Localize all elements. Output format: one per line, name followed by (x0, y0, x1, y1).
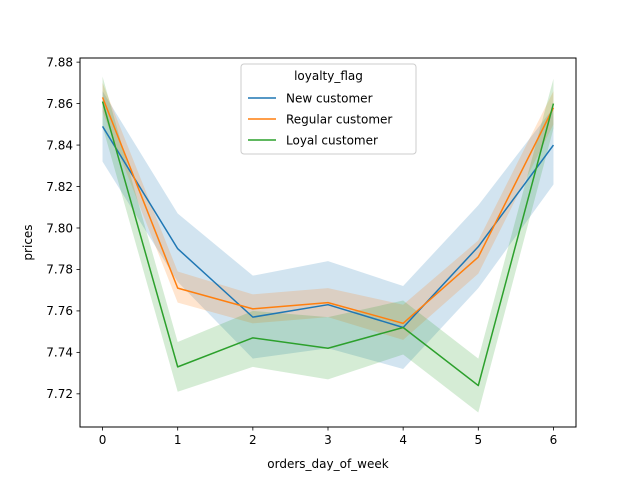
legend-item-regular-customer: Regular customer (248, 112, 392, 126)
y-tick-label: 7.74 (46, 346, 73, 360)
y-tick-label: 7.86 (46, 97, 73, 111)
ci-band-regular-customer (102, 82, 554, 340)
y-tick-label: 7.82 (46, 180, 73, 194)
x-tick-label: 5 (474, 433, 482, 447)
x-axis: 0 1 2 3 4 5 6 (99, 427, 558, 447)
legend-item-new-customer: New customer (248, 91, 373, 105)
y-axis-label: prices (21, 224, 35, 260)
y-axis: 7.72 7.74 7.76 7.78 7.80 7.82 7.84 7.86 7.88 (46, 55, 80, 401)
x-tick-label: 0 (99, 433, 107, 447)
x-tick-label: 1 (174, 433, 182, 447)
x-tick-label: 6 (550, 433, 558, 447)
y-tick-label: 7.88 (46, 55, 73, 69)
ci-band-loyal-customer (102, 76, 554, 413)
y-tick-label: 7.76 (46, 304, 73, 318)
legend-label: New customer (286, 91, 373, 105)
ci-band-new-customer (102, 91, 554, 369)
legend-item-loyal-customer: Loyal customer (248, 133, 378, 147)
legend-label: Loyal customer (286, 133, 378, 147)
legend-title: loyalty_flag (294, 69, 363, 83)
confidence-bands (102, 76, 554, 413)
series-line-loyal-customer (101, 101, 555, 387)
series-line-new-customer (101, 126, 555, 329)
legend: loyalty_flag New customer Regular custome… (240, 63, 417, 155)
x-tick-label: 3 (324, 433, 332, 447)
y-tick-label: 7.84 (46, 138, 73, 152)
y-tick-label: 7.72 (46, 387, 73, 401)
series-lines (101, 97, 555, 387)
x-tick-label: 4 (399, 433, 407, 447)
legend-box (240, 63, 417, 155)
x-axis-label: orders_day_of_week (267, 457, 388, 471)
legend-label: Regular customer (286, 112, 392, 126)
x-tick-label: 2 (249, 433, 257, 447)
y-tick-label: 7.80 (46, 221, 73, 235)
series-line-regular-customer (101, 97, 555, 325)
y-tick-label: 7.78 (46, 263, 73, 277)
